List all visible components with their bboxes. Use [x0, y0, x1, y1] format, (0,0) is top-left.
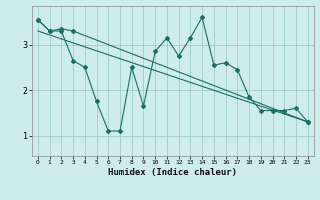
X-axis label: Humidex (Indice chaleur): Humidex (Indice chaleur): [108, 168, 237, 177]
